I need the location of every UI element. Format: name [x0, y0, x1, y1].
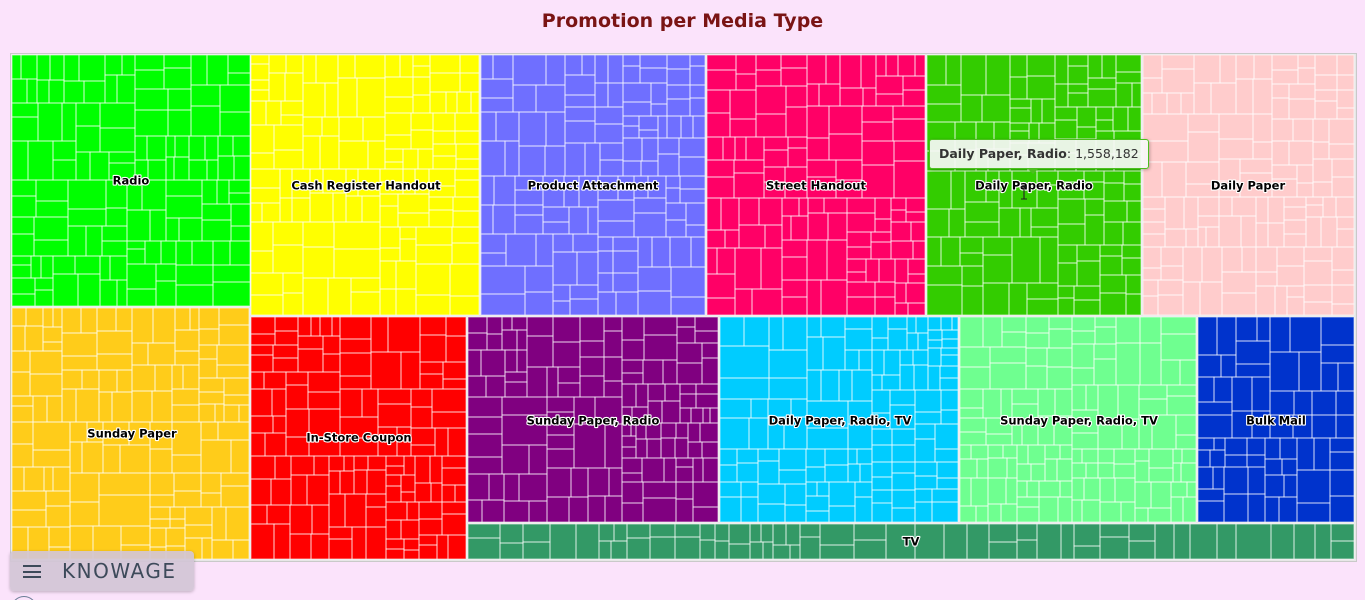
treemap-tile-label: Daily Paper — [1211, 179, 1286, 193]
treemap-subcells — [250, 316, 467, 560]
treemap-tile-street-handout[interactable]: Street Handout — [706, 54, 926, 316]
treemap-subcells — [959, 316, 1197, 523]
treemap-subcells — [11, 307, 250, 560]
corner-circle-icon — [11, 596, 37, 600]
treemap-tile-label: Sunday Paper — [87, 427, 177, 441]
treemap-tile-label: TV — [903, 535, 920, 549]
treemap-tile-sunday-paper[interactable]: Sunday Paper — [11, 307, 250, 560]
treemap-tile-radio[interactable]: Radio — [11, 54, 251, 307]
treemap-tile-cash-register-handout[interactable]: Cash Register Handout — [250, 54, 480, 316]
treemap-tile-label: Daily Paper, Radio — [975, 179, 1093, 193]
treemap-tile-daily-paper[interactable]: Daily Paper — [1142, 54, 1355, 316]
treemap-tile-label: Daily Paper, Radio, TV — [769, 414, 912, 428]
treemap-tile-rect[interactable] — [720, 317, 958, 522]
treemap-subcells — [480, 54, 706, 316]
knowage-logo: KNOWAGE — [62, 559, 177, 583]
treemap-tile-daily-paper-radio-tv[interactable]: Daily Paper, Radio, TV — [719, 316, 959, 523]
treemap-subcells — [1142, 54, 1355, 316]
treemap-subcells — [719, 316, 959, 523]
tooltip-pointer — [1027, 168, 1039, 174]
treemap-tile-in-store-coupon[interactable]: In-Store Coupon — [250, 316, 467, 560]
treemap-subcells — [11, 54, 251, 307]
treemap-tile-label: Bulk Mail — [1246, 414, 1306, 428]
treemap-tile-label: In-Store Coupon — [306, 431, 411, 445]
treemap-tile-label: Sunday Paper, Radio — [527, 414, 660, 428]
treemap-svg: Radio Cash Register Handout Product Attach… — [11, 54, 1355, 560]
treemap-subcells — [1197, 316, 1355, 523]
chart-title: Promotion per Media Type — [541, 10, 824, 32]
treemap-tile-rect[interactable] — [707, 55, 925, 315]
text-cursor-icon — [1021, 186, 1027, 200]
treemap-tile-daily-paper-radio[interactable]: Daily Paper, Radio — [926, 54, 1142, 316]
treemap-tile-label: Sunday Paper, Radio, TV — [1000, 414, 1158, 428]
treemap-tile-label: Radio — [113, 174, 150, 188]
hamburger-menu-icon[interactable] — [23, 565, 41, 578]
treemap-tile-tv[interactable]: TV — [467, 523, 1355, 560]
treemap-tile-label: Street Handout — [766, 179, 866, 193]
treemap-tile-label: Product Attachment — [528, 179, 659, 193]
chart-tooltip: Daily Paper, Radio: 1,558,182 — [929, 139, 1149, 169]
treemap-tile-rect[interactable] — [481, 55, 705, 315]
treemap-tile-label: Cash Register Handout — [291, 179, 441, 193]
treemap-subcells — [467, 523, 1355, 560]
treemap-subcells — [706, 54, 926, 316]
treemap-tile-sunday-paper-radio[interactable]: Sunday Paper, Radio — [467, 316, 719, 523]
treemap-subcells — [250, 54, 480, 316]
tooltip-series-name: Daily Paper, Radio — [939, 146, 1067, 161]
treemap-tile-sunday-paper-radio-tv[interactable]: Sunday Paper, Radio, TV — [959, 316, 1197, 523]
treemap-tile-rect[interactable] — [12, 308, 249, 559]
treemap-tile-bulk-mail[interactable]: Bulk Mail — [1197, 316, 1355, 523]
treemap-tile-rect[interactable] — [960, 317, 1196, 522]
treemap-tile-rect[interactable] — [251, 55, 479, 315]
treemap-tile-rect[interactable] — [927, 55, 1141, 315]
knowage-toolbar: KNOWAGE — [10, 551, 194, 591]
tooltip-value: 1,558,182 — [1075, 146, 1139, 161]
treemap-chart-area: Radio Cash Register Handout Product Attach… — [10, 53, 1357, 562]
treemap-subcells — [467, 316, 719, 523]
treemap-tile-product-attachment[interactable]: Product Attachment — [480, 54, 706, 316]
